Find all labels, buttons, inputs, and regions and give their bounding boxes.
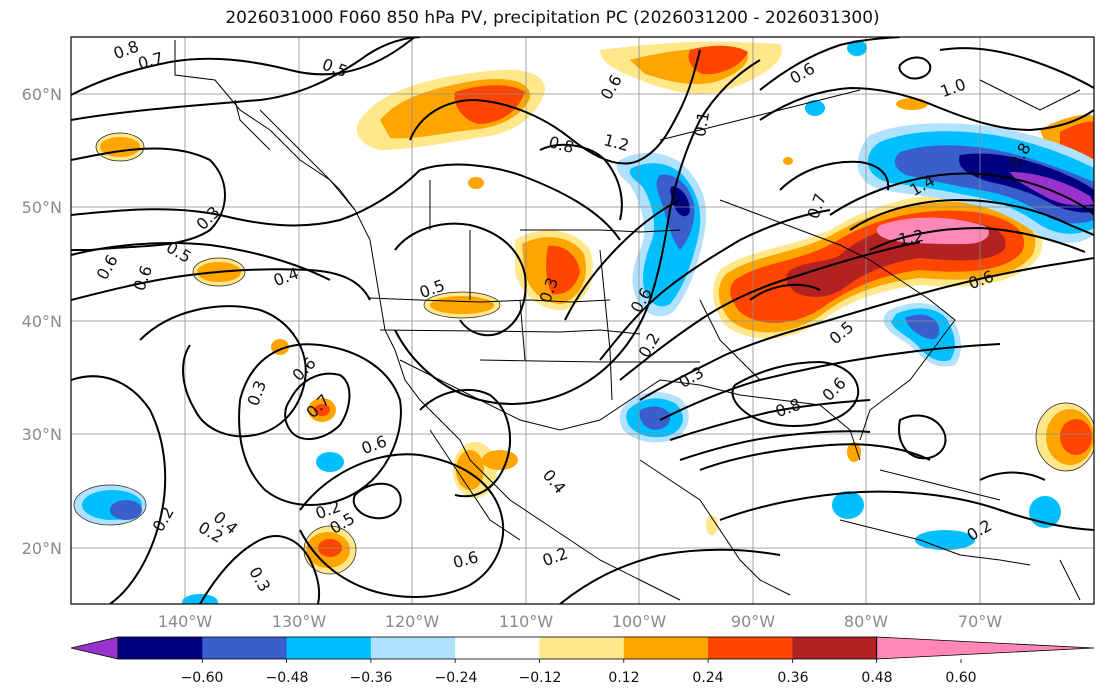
map-frame — [70, 36, 1095, 605]
colorbar-ticks: −0.60 −0.48 −0.36 −0.24 −0.12 0.12 0.24 … — [181, 670, 977, 686]
contour-label: 0.1 — [690, 110, 713, 138]
lon-label-120: 120°W — [385, 612, 440, 631]
cb-tick-2: −0.36 — [350, 670, 393, 686]
colorbar-segment — [623, 637, 709, 659]
lon-label-100: 100°W — [612, 612, 667, 631]
longitude-labels: 140°W 130°W 120°W 110°W 100°W 90°W 80°W … — [158, 612, 1002, 631]
lon-label-80: 80°W — [844, 612, 888, 631]
cb-tick-9: 0.60 — [945, 670, 976, 686]
lon-label-130: 130°W — [272, 612, 327, 631]
colorbar-segment — [370, 637, 456, 659]
colorbar-segment — [455, 637, 540, 659]
map-title: 2026031000 F060 850 hPa PV, precipitatio… — [225, 8, 880, 28]
cb-tick-8: 0.48 — [861, 670, 892, 686]
contour-label: 1.2 — [897, 226, 925, 249]
colorbar-arrow-left — [70, 636, 119, 660]
lon-label-140: 140°W — [158, 612, 213, 631]
lat-label-60: 60°N — [22, 85, 62, 104]
latitude-labels: 60°N 50°N 40°N 30°N 20°N — [22, 85, 62, 558]
colorbar-segment — [539, 637, 625, 659]
colorbar-segment — [202, 637, 288, 659]
lat-label-20: 20°N — [22, 539, 62, 558]
colorbar-segment — [118, 637, 203, 659]
colorbar — [70, 636, 1095, 663]
lat-label-40: 40°N — [22, 312, 62, 331]
cb-tick-6: 0.24 — [692, 670, 723, 686]
colorbar-frame — [117, 636, 878, 660]
colorbar-segment — [708, 637, 793, 659]
cb-tick-3: −0.24 — [435, 670, 478, 686]
cb-tick-1: −0.48 — [266, 670, 309, 686]
cb-tick-0: −0.60 — [181, 670, 224, 686]
shading-outlines — [73, 132, 1094, 575]
lon-label-110: 110°W — [499, 612, 554, 631]
lon-label-70: 70°W — [958, 612, 1002, 631]
pv-contours — [71, 37, 1094, 604]
lon-label-90: 90°W — [731, 612, 775, 631]
precipitation-shading — [74, 40, 1094, 604]
graticule — [71, 37, 1094, 604]
colorbar-segment — [792, 637, 878, 659]
lat-label-50: 50°N — [22, 198, 62, 217]
lat-label-30: 30°N — [22, 425, 62, 444]
cb-tick-4: −0.12 — [519, 670, 562, 686]
colorbar-segment — [286, 637, 372, 659]
colorbar-arrow-right — [876, 636, 1095, 660]
cb-tick-5: 0.12 — [608, 670, 639, 686]
cb-tick-7: 0.36 — [777, 670, 808, 686]
